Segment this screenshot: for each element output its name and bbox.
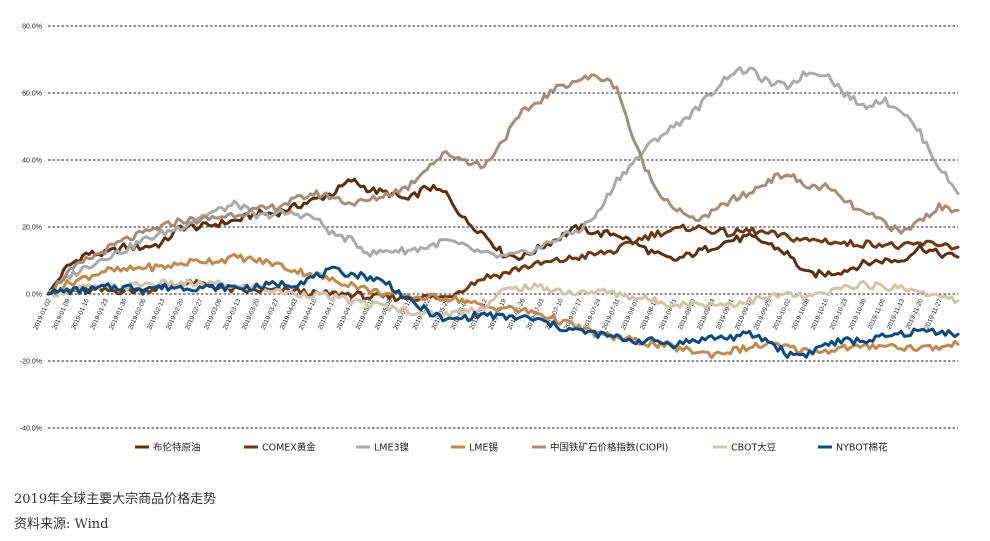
legend-label: 布伦特原油 [153,442,201,454]
x-tick-label: 2019-09-25 [753,298,774,331]
y-tick-label: 20.0% [22,225,42,232]
legend-label: LME锡 [469,442,498,454]
x-tick-label: 2019-11-13 [886,298,906,331]
chart-title: 2019年全球主要大宗商品价格走势 [14,492,217,507]
legend: 布伦特原油 COMEX黄金 LME3镍 LME锡 中国铁矿石价格指数(CIOPI) CBO… [135,442,888,454]
x-tick-label: 2019-03-20 [241,298,262,331]
x-tick-label: 2019-02-13 [146,298,167,331]
x-tick-label: 2019-02-06 [127,298,148,331]
x-tick-label: 2019-03-06 [203,298,224,331]
y-axis: 80.0% 60.0% 40.0% 20.0% 0.0% -20.0% -40.0% [20,24,42,433]
x-tick-label: 2019-02-27 [184,298,205,331]
x-tick-label: 2019-10-23 [829,298,850,331]
x-tick-label: 2019-04-10 [298,298,319,331]
source-note: 资料来源: Wind [14,517,109,532]
x-tick-label: 2019-10-16 [810,298,831,331]
series-line [46,252,960,360]
x-tick-label: 2019-01-23 [89,298,110,331]
x-tick-label: 2019-03-27 [260,298,281,331]
x-tick-label: 2019-04-03 [279,298,300,331]
legend-label: NYBOT棉花 [836,442,888,454]
series-line [46,278,960,319]
x-tick-label: 2019-01-30 [108,298,129,331]
legend-label: COMEX黄金 [262,442,316,454]
x-tick-label: 2019-10-02 [772,298,793,331]
x-tick-label: 2019-08-07 [620,298,641,331]
legend-label: LME3镍 [374,442,410,454]
x-tick-label: 2019-02-20 [165,298,186,331]
y-tick-label: 0.0% [26,292,42,299]
y-tick-label: -20.0% [20,359,42,366]
x-tick-label: 2019-01-16 [70,298,91,331]
x-tick-label: 2019-07-24 [582,298,603,331]
x-tick-label: 2019-11-06 [867,298,887,331]
x-tick-label: 2019-03-13 [222,298,243,331]
y-tick-label: 80.0% [22,24,42,31]
series-lines [46,66,960,360]
line-chart: 80.0% 60.0% 40.0% 20.0% 0.0% -20.0% -40.0% 201… [20,24,960,454]
x-tick-label: 2019-06-26 [506,298,527,331]
series-line [46,177,960,296]
x-tick-label: 2019-01-02 [32,298,53,331]
series-line [46,265,960,359]
y-tick-label: 60.0% [22,91,42,98]
x-tick-label: 2019-11-20 [905,298,925,331]
x-tick-label: 2019-09-11 [715,298,735,331]
x-tick-label: 2019-01-09 [51,298,72,331]
y-tick-label: 40.0% [22,158,42,165]
legend-label: CBOT大豆 [731,442,776,454]
legend-label: 中国铁矿石价格指数(CIOPI) [550,442,668,454]
y-tick-label: -40.0% [20,426,42,433]
x-tick-label: 2019-10-09 [791,298,812,331]
series-line [46,73,960,296]
x-tick-label: 2019-11-27 [924,298,944,331]
x-tick-label: 2019-07-31 [601,298,622,331]
x-tick-label: 2019-10-30 [848,298,869,331]
series-line [46,66,960,296]
gridlines [48,25,958,429]
x-tick-label: 2019-04-17 [317,298,338,331]
